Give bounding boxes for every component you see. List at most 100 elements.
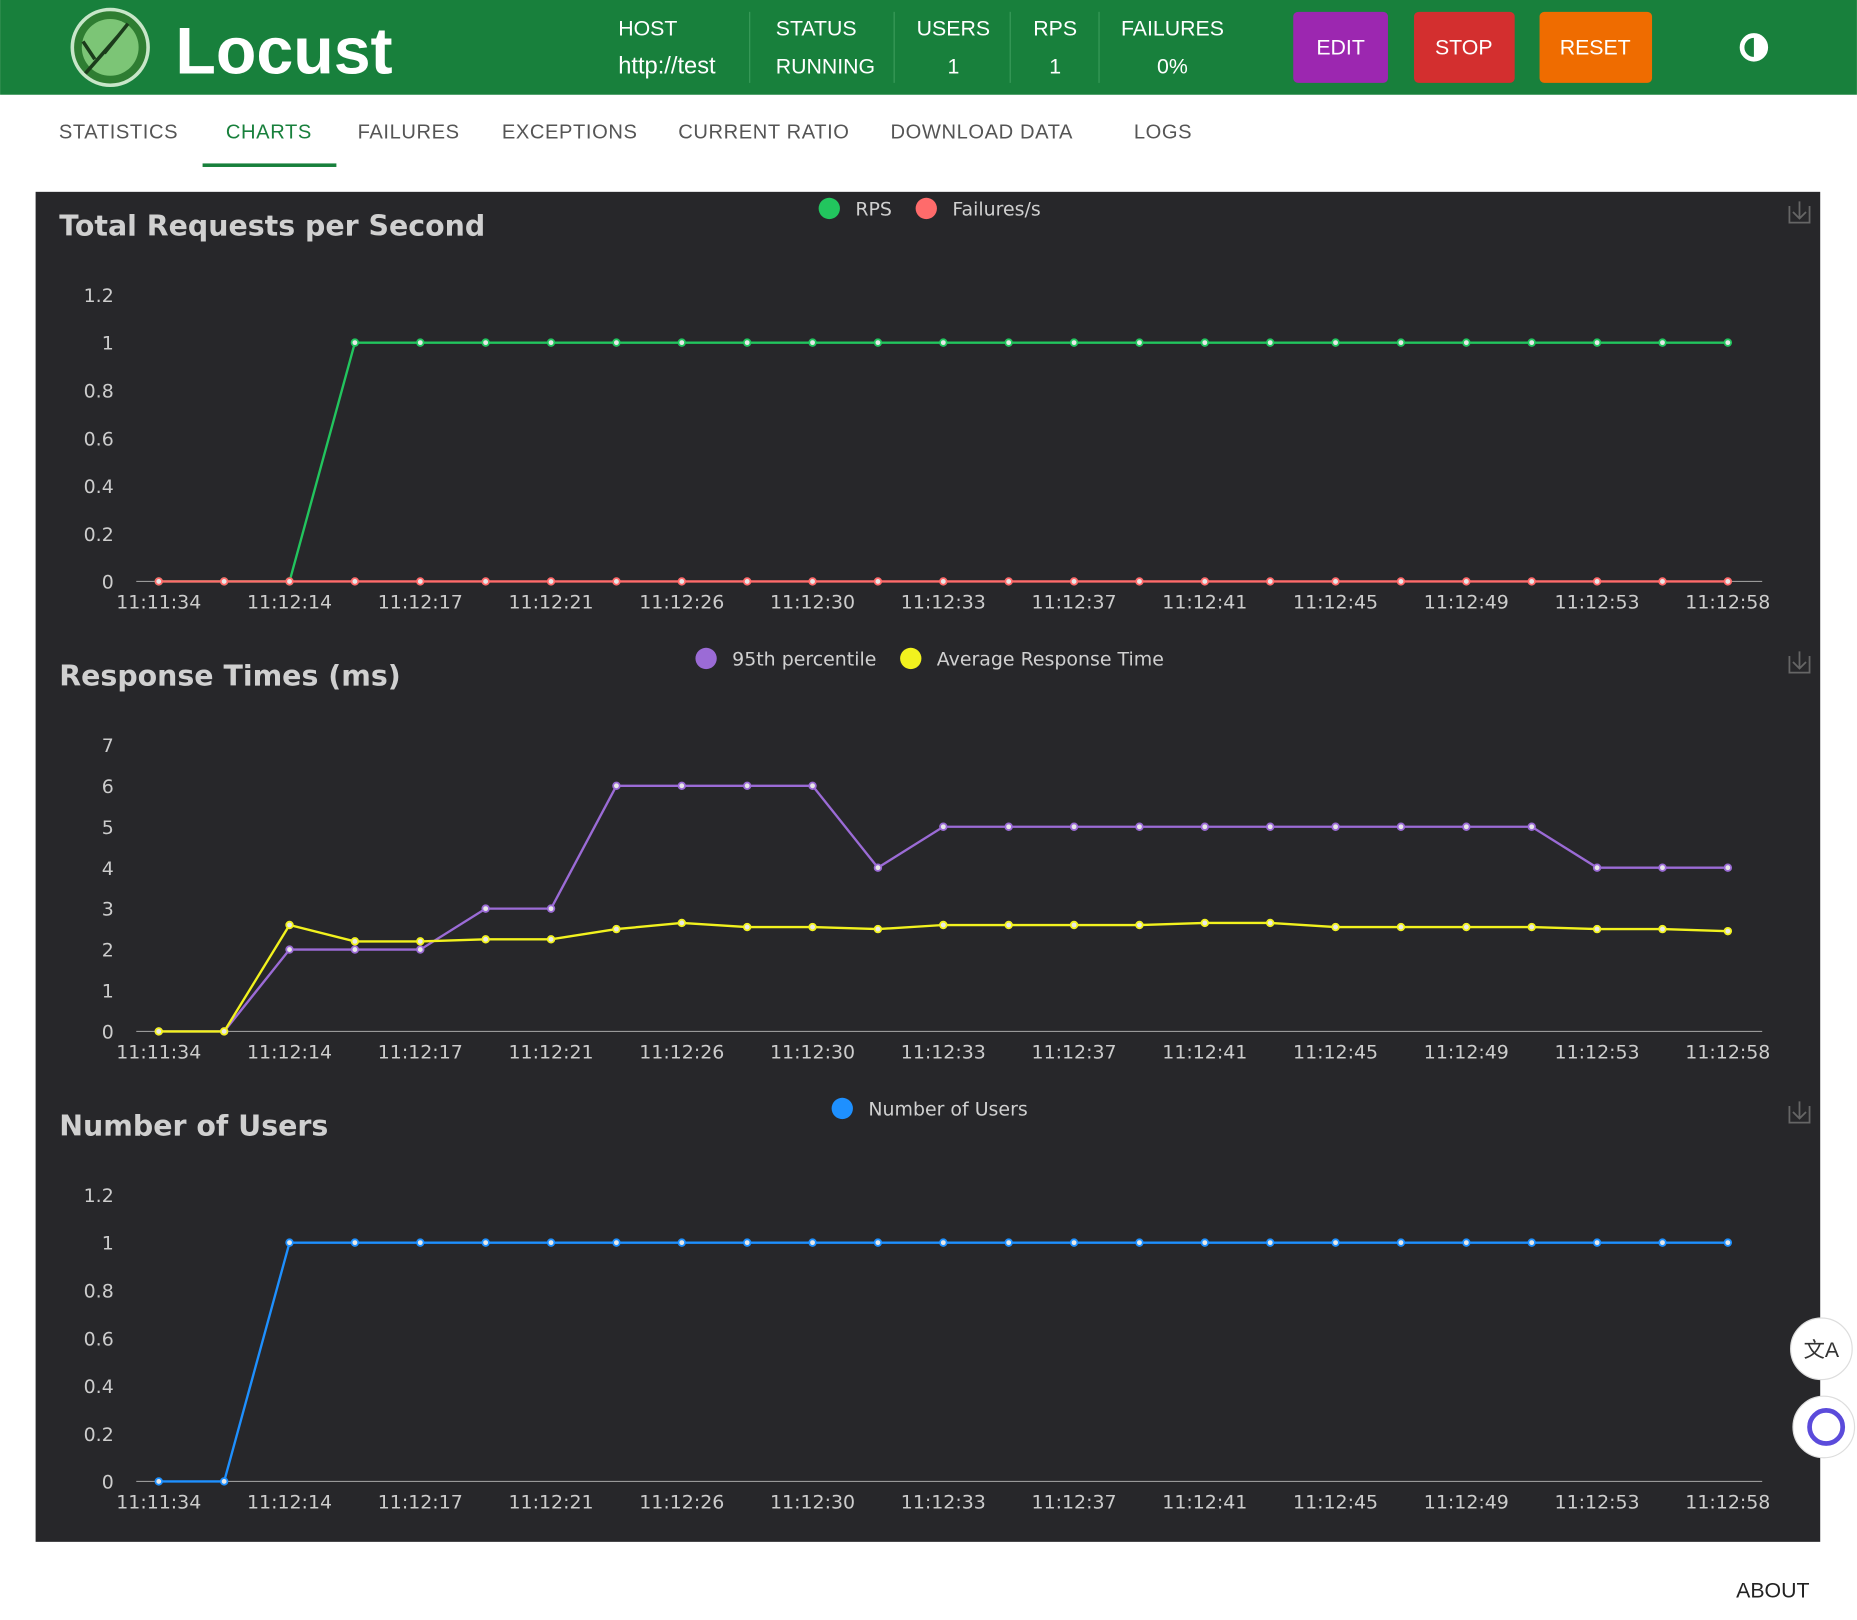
data-point xyxy=(1527,577,1536,586)
tab[interactable]: DOWNLOAD DATA xyxy=(891,122,1074,144)
legend-swatch xyxy=(831,1097,853,1120)
data-point xyxy=(1723,1238,1733,1247)
download-icon[interactable] xyxy=(1788,651,1811,674)
x-tick-label: 11:12:21 xyxy=(509,592,594,614)
data-point xyxy=(1592,338,1602,347)
y-tick-label: 6 xyxy=(102,776,114,798)
y-tick-label: 4 xyxy=(102,858,114,880)
x-tick-label: 11:12:30 xyxy=(770,1492,855,1514)
data-point xyxy=(1331,1238,1340,1247)
dividers xyxy=(749,11,1100,83)
chart-title: Response Times (ms) xyxy=(59,660,400,693)
edit-button[interactable] xyxy=(1293,11,1388,83)
y-tick-label: 0 xyxy=(102,1472,114,1494)
tab[interactable]: LOGS xyxy=(1134,122,1192,144)
y-tick-label: 0.2 xyxy=(84,524,114,546)
data-point xyxy=(546,935,556,944)
x-tick-label: 11:12:49 xyxy=(1424,592,1509,614)
data-point xyxy=(1527,338,1536,347)
x-tick-label: 11:12:26 xyxy=(639,1042,724,1064)
x-tick-label: 11:11:34 xyxy=(116,592,201,614)
data-point xyxy=(1527,822,1536,831)
x-tick-label: 11:12:33 xyxy=(901,1492,986,1514)
x-tick-label: 11:12:58 xyxy=(1685,1492,1770,1514)
data-point xyxy=(285,577,294,586)
data-point xyxy=(416,338,425,347)
floating-translate[interactable]: 文A xyxy=(1790,1317,1853,1381)
data-point xyxy=(612,338,621,347)
data-point xyxy=(742,338,752,347)
legend-swatch xyxy=(695,647,717,670)
logo xyxy=(70,7,150,88)
tab[interactable]: FAILURES xyxy=(358,122,460,144)
data-point xyxy=(873,338,883,347)
data-point xyxy=(416,577,425,586)
legend-swatch xyxy=(915,197,937,220)
tab[interactable]: STATISTICS xyxy=(59,122,178,144)
reset-label[interactable]: RESET xyxy=(1560,35,1631,59)
data-point xyxy=(939,577,948,586)
data-point xyxy=(1135,338,1144,347)
data-point xyxy=(1462,338,1471,347)
about-link[interactable]: ABOUT xyxy=(1736,1579,1809,1603)
data-point xyxy=(873,1238,883,1247)
data-point xyxy=(1723,863,1733,872)
edit-label[interactable]: EDIT xyxy=(1316,35,1365,59)
download-icon[interactable] xyxy=(1788,201,1811,224)
brand: Locust xyxy=(175,14,392,88)
y-tick-label: 0.4 xyxy=(84,476,114,498)
data-point xyxy=(873,577,883,586)
data-point xyxy=(1331,922,1340,932)
x-tick-label: 11:12:17 xyxy=(378,592,463,614)
stat-value: 1 xyxy=(1049,54,1061,78)
reset-button[interactable] xyxy=(1539,11,1653,83)
legend-label: Failures/s xyxy=(952,199,1040,221)
x-tick-label: 11:12:14 xyxy=(247,1492,332,1514)
data-point xyxy=(742,922,752,932)
x-tick-label: 11:12:58 xyxy=(1685,1042,1770,1064)
data-point xyxy=(481,935,490,944)
chart-title: Total Requests per Second xyxy=(59,210,485,243)
stop-button[interactable] xyxy=(1414,11,1515,83)
data-point xyxy=(1396,338,1406,347)
data-point xyxy=(416,937,425,946)
y-tick-label: 2 xyxy=(102,940,114,962)
stat-label: USERS xyxy=(917,17,990,41)
data-point xyxy=(1462,922,1471,932)
y-tick-label: 0.6 xyxy=(84,1328,114,1350)
legend: Number of Users xyxy=(831,1097,1028,1121)
x-tick-label: 11:12:37 xyxy=(1032,592,1117,614)
data-point xyxy=(1004,822,1013,831)
data-point xyxy=(1265,338,1275,347)
stat-value: RUNNING xyxy=(776,54,875,78)
tab[interactable]: CURRENT RATIO xyxy=(678,122,849,144)
download-icon[interactable] xyxy=(1788,1101,1811,1124)
data-point xyxy=(1658,924,1667,934)
x-tick-label: 11:12:49 xyxy=(1424,1042,1509,1064)
data-point xyxy=(1135,822,1144,831)
data-point xyxy=(677,577,686,586)
data-point xyxy=(1658,338,1667,347)
data-point xyxy=(1723,926,1733,936)
data-point xyxy=(1200,1238,1210,1247)
data-point xyxy=(1069,822,1079,831)
svg-text:文A: 文A xyxy=(1804,1338,1840,1362)
y-tick-label: 0.4 xyxy=(84,1376,114,1398)
data-point xyxy=(873,863,883,872)
tab[interactable]: CHARTS xyxy=(226,122,312,144)
x-tick-label: 11:12:41 xyxy=(1162,1492,1247,1514)
x-tick-label: 11:12:26 xyxy=(639,592,724,614)
theme-toggle[interactable] xyxy=(1739,33,1769,62)
x-tick-label: 11:12:21 xyxy=(509,1042,594,1064)
y-tick-label: 5 xyxy=(102,817,114,839)
floating-assistant[interactable] xyxy=(1792,1395,1856,1459)
legend-label: RPS xyxy=(855,199,892,221)
data-point xyxy=(1200,577,1210,586)
y-tick-label: 0.6 xyxy=(84,428,114,450)
tab[interactable]: EXCEPTIONS xyxy=(502,122,638,144)
x-tick-label: 11:12:41 xyxy=(1162,1042,1247,1064)
y-tick-label: 0.8 xyxy=(84,1281,114,1303)
data-point xyxy=(546,577,556,586)
data-point xyxy=(808,922,817,932)
stop-label[interactable]: STOP xyxy=(1435,35,1493,59)
